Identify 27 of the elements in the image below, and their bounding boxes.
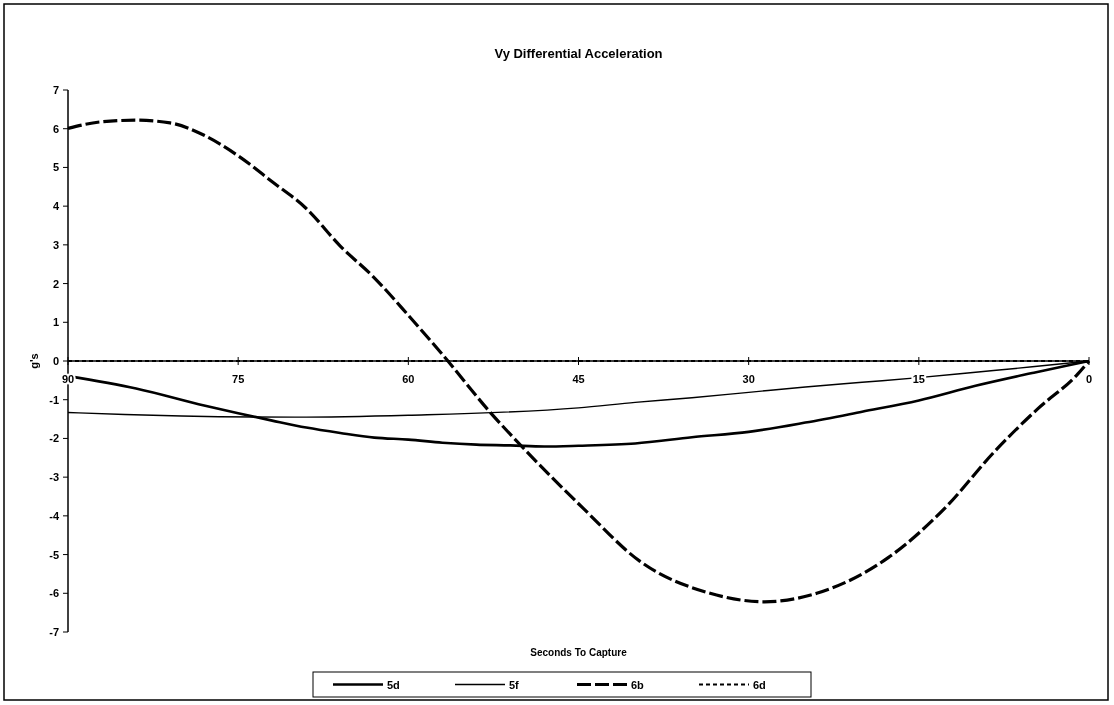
legend-label: 5f (509, 678, 520, 691)
y-tick-label: -6 (49, 587, 59, 600)
x-tick-label: 0 (1085, 373, 1093, 385)
y-tick-label: 7 (52, 84, 59, 96)
x-tick-label: 60 (402, 373, 415, 385)
x-axis-title: Seconds To Capture (530, 647, 628, 658)
legend-label: 6d (753, 678, 766, 691)
y-tick-label: -2 (49, 432, 59, 445)
x-tick-label: 45 (572, 373, 585, 385)
y-tick-label: -7 (49, 626, 59, 638)
chart-title: Vy Differential Acceleration (494, 46, 663, 61)
x-tick-label: 30 (742, 373, 755, 385)
legend-label: 5d (387, 678, 400, 691)
y-axis-title: g's (28, 353, 40, 369)
y-tick-label: -5 (49, 548, 59, 561)
y-tick-label: -4 (49, 509, 60, 522)
y-tick-label: 3 (52, 238, 59, 251)
y-tick-label: 6 (52, 122, 59, 135)
y-tick-label: -3 (49, 471, 59, 484)
y-tick-label: 5 (52, 161, 59, 174)
y-tick-label: 4 (52, 200, 60, 213)
x-tick-label: 75 (232, 373, 245, 385)
y-tick-label: 1 (52, 316, 59, 329)
y-tick-label: 2 (52, 277, 59, 290)
y-tick-label: 0 (52, 355, 59, 367)
y-tick-label: -1 (49, 393, 59, 406)
legend-label: 6b (631, 678, 645, 691)
